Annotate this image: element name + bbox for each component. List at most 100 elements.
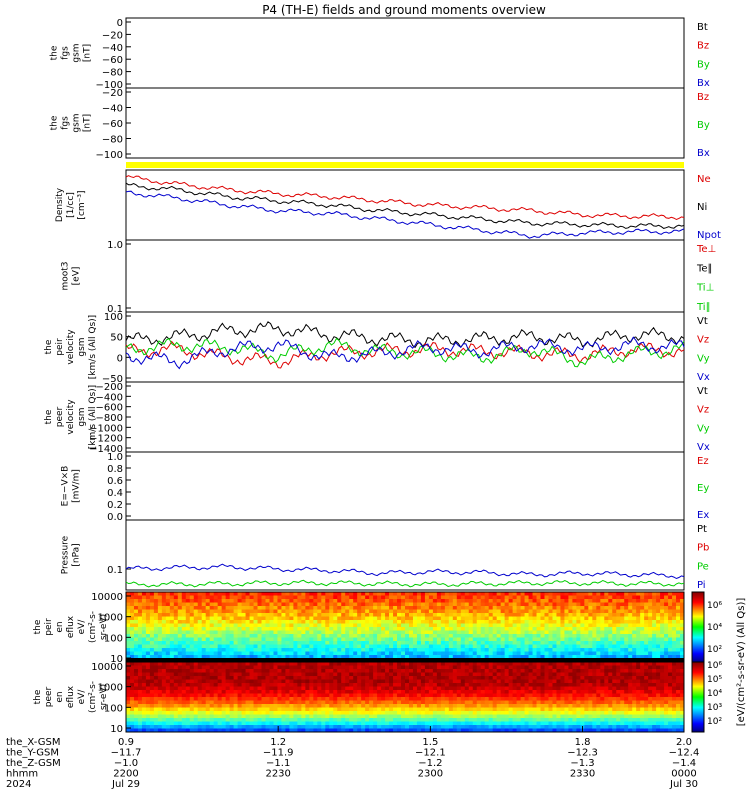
legend-by: By <box>697 120 710 131</box>
y-tick-label: 0 <box>117 18 123 29</box>
y-axis-label-line: gsm <box>77 407 87 426</box>
legend-ti: Ti⊥ <box>696 283 714 294</box>
y-axis-label-line: [mV/m] <box>72 469 82 503</box>
y-axis-label: the fgs gsm [nT] <box>50 113 93 132</box>
legend-ne: Ne <box>697 174 711 185</box>
y-axis-label-line: the <box>33 619 43 634</box>
y-axis-label-line: (cm²-s- <box>88 681 98 713</box>
x-row-value: 2330 <box>570 769 595 780</box>
panel-frame <box>125 17 685 89</box>
x-row-value: −1.3 <box>570 758 594 769</box>
legend-pb: Pb <box>697 543 709 554</box>
y-axis-label-line: the <box>50 115 60 130</box>
y-tick-label: 0.1 <box>107 565 123 576</box>
y-tick-label: 0.0 <box>107 512 123 523</box>
y-axis-label-line: [km/s (All Qs)] <box>88 315 98 379</box>
y-tick-label: −600 <box>96 403 123 414</box>
panel-pressure: 0.1 Pressure [nPa] Pt Pb Pe Pi <box>61 519 709 591</box>
panel-efield: 1.00.80.60.40.20.0 E=−V×B [mV/m] Ez Ey Ex <box>61 451 709 523</box>
series-line-red <box>125 340 685 369</box>
y-axis-label-line: [nT] <box>83 44 93 62</box>
y-tick-label: 100 <box>104 633 123 644</box>
colorbar-tick-label: 10⁴ <box>707 623 722 633</box>
y-axis-label-line: the <box>33 689 43 704</box>
x-row-value: −12.4 <box>669 748 700 759</box>
legend-npot: Npot <box>697 230 721 241</box>
y-axis-label-line: [1/cc] <box>66 192 76 218</box>
y-axis-label-line: sr-eV) <box>99 614 109 640</box>
y-tick-label: 10 <box>110 654 123 665</box>
y-tick-label: −40 <box>102 104 123 115</box>
legend-te: Te∥ <box>696 263 713 274</box>
y-axis-label-line: [nPa] <box>72 543 82 566</box>
y-axis-label-line: gsm <box>77 337 87 356</box>
series-line-blue <box>125 190 685 239</box>
y-tick-label: 10000 <box>91 662 123 673</box>
y-axis-label-line: fgs <box>61 46 71 60</box>
legend-ez: Ez <box>697 456 709 467</box>
colorbar-top <box>691 591 705 663</box>
legend-bz: Bz <box>697 41 709 52</box>
legend-vy: Vy <box>697 353 710 364</box>
panel-frame <box>125 451 685 521</box>
y-axis-label: the peer velocity gsm [km/s (All Qs)] <box>44 385 98 449</box>
legend-vz: Vz <box>697 405 709 416</box>
y-axis-label-line: peer <box>44 686 54 707</box>
y-tick-label: −60 <box>102 119 123 130</box>
y-tick-label: 10000 <box>91 592 123 603</box>
panel-frame <box>125 239 685 313</box>
y-axis-label: the peir en eflux eV/(cm²-s-sr-eV) <box>33 611 109 643</box>
legend-vx: Vx <box>697 372 710 383</box>
y-axis-label: moot3 [eV] <box>61 261 82 290</box>
y-axis-label-line: the <box>44 339 54 354</box>
panel-density: Density [1/cc] [cm⁻³] Ne Ni Npot <box>55 169 721 241</box>
x-row-value: −11.9 <box>263 748 294 759</box>
legend-te: Te⊥ <box>696 244 716 255</box>
y-axis-label-line: gsm <box>72 43 82 62</box>
y-tick-label: 0.1 <box>107 304 123 315</box>
panel-flag-bar <box>126 162 684 168</box>
y-tick-label: 1000 <box>98 613 123 624</box>
legend-vt: Vt <box>697 316 708 327</box>
y-axis-label-line: eV/ <box>77 619 87 635</box>
x-row-value: 0000 <box>671 769 696 780</box>
spectrogram-cells <box>126 592 685 663</box>
panel-frame <box>125 661 685 733</box>
legend-ni: Ni <box>697 202 707 213</box>
y-axis-label-line: E=−V×B <box>61 466 71 507</box>
y-tick-label: 0.2 <box>107 500 123 511</box>
y-axis-label: the fgs gsm [nT] <box>50 43 93 62</box>
legend-ti: Ti∥ <box>696 302 711 313</box>
legend-bx: Bx <box>697 78 710 89</box>
spectrogram-cells <box>126 662 685 733</box>
y-axis-label-line: the <box>44 409 54 424</box>
y-axis-label: the peir velocity gsm [km/s (All Qs)] <box>44 315 98 379</box>
y-axis-label-line: eflux <box>66 615 76 638</box>
x-row-value: −1.2 <box>418 758 442 769</box>
y-axis-label-line: en <box>55 691 65 702</box>
x-row-label: hhmm <box>6 769 38 780</box>
legend-by: By <box>697 59 710 70</box>
y-axis-label-line: Density <box>55 187 65 222</box>
colorbar-tick-label: 10⁴ <box>707 689 722 699</box>
colorbar-group: 10⁶ 10⁴ 10² 10⁶ 10⁵ 10⁴ 10³ 10² [eV/(cm²-s-sr-eV… <box>691 591 747 733</box>
legend-bt: Bt <box>697 22 708 33</box>
panel-frame <box>125 311 685 383</box>
legend-ex: Ex <box>697 510 709 521</box>
y-tick-label: 50 <box>110 333 123 344</box>
y-tick-label: 0.4 <box>107 488 123 499</box>
y-axis-label-line: fgs <box>61 116 71 130</box>
colorbar-tick-label: 10² <box>707 645 722 655</box>
colorbar-tick-label: 10² <box>707 717 722 727</box>
y-tick-label: −1000 <box>89 423 123 434</box>
panel-frame <box>125 87 685 159</box>
x-row-value: 1.5 <box>422 737 438 748</box>
panel-fgs-gsm-1: 0−20 −40−60 −80−100 the fgs gsm [nT] Bt Bz By Bx <box>50 17 710 91</box>
y-tick-label: 1.0 <box>107 240 123 251</box>
colorbar-tick-label: 10⁶ <box>707 661 722 671</box>
y-axis-label: Pressure [nPa] <box>61 535 82 574</box>
